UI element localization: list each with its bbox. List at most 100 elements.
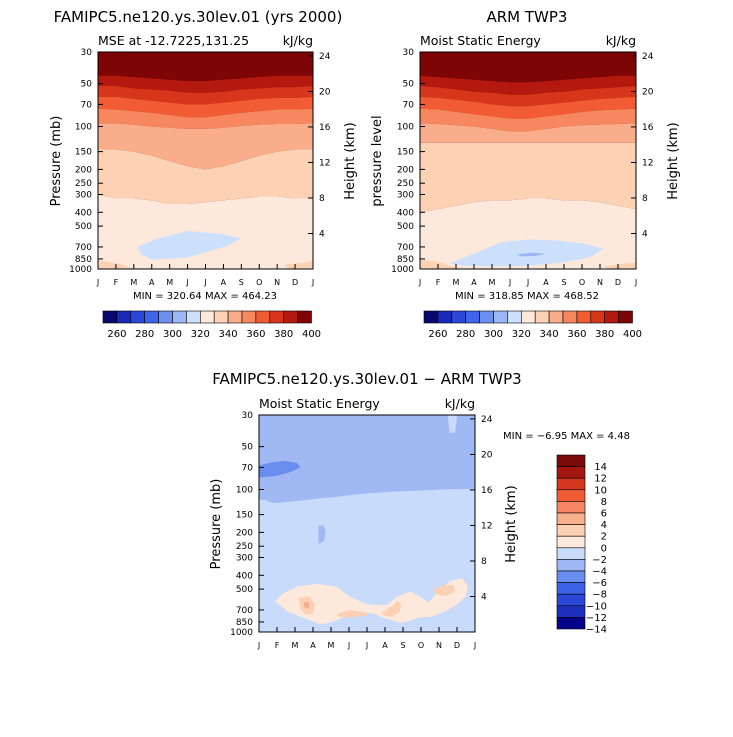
colorbar-box <box>556 617 586 630</box>
colorbar-box <box>520 310 536 324</box>
y2-tick-label: 12 <box>642 158 653 168</box>
colorbar-label: 360 <box>567 329 586 340</box>
panel-model-mse: FAMIPC5.ne120.ys.30lev.01 (yrs 2000) MSE… <box>49 8 358 340</box>
x-tick-label: O <box>418 641 424 650</box>
y-tick-label: 400 <box>397 208 414 218</box>
y2-tick-label: 24 <box>319 52 331 62</box>
y-tick-label: 700 <box>236 606 253 616</box>
y-tick-label: 70 <box>242 463 254 473</box>
y-tick-label: 300 <box>236 553 253 563</box>
colorbar-box <box>556 570 586 583</box>
y-tick-label: 500 <box>236 585 253 595</box>
contour-patch-level-7 <box>275 578 468 625</box>
contour-band-level-11 <box>420 96 636 119</box>
y-tick-label: 400 <box>75 208 92 218</box>
y2-tick-label: 20 <box>481 450 493 460</box>
y-tick-label: 70 <box>403 100 415 110</box>
panel-units: kJ/kg <box>283 33 313 48</box>
colorbar-box <box>618 310 633 324</box>
x-tick-label: J <box>347 641 350 650</box>
colorbar-box <box>556 593 586 607</box>
y-tick-label: 30 <box>81 48 93 58</box>
y-tick-label: 200 <box>397 165 414 175</box>
colorbar-label: 14 <box>594 462 607 473</box>
y2-axis-label: Height (km) <box>343 122 358 199</box>
y-tick-label: 1000 <box>230 628 253 638</box>
contour-band-level-9 <box>420 123 636 143</box>
colorbar-box <box>576 310 592 324</box>
colorbar-box <box>269 310 284 324</box>
min-max-stats: MIN = −6.95 MAX = 4.48 <box>503 431 630 442</box>
y2-tick-label: 24 <box>642 52 654 62</box>
colorbar-box <box>186 310 201 324</box>
contour-band-level-11 <box>98 96 313 118</box>
x-tick-label: M <box>130 278 137 287</box>
x-tick-label: M <box>328 641 335 650</box>
colorbar-box <box>562 310 578 324</box>
y-axis-label: Pressure (mb) <box>209 479 224 570</box>
y-tick-label: 850 <box>75 255 92 265</box>
y-tick-label: 500 <box>75 222 92 232</box>
x-tick-label: J <box>257 641 260 650</box>
y-tick-label: 70 <box>81 100 93 110</box>
x-tick-label: O <box>579 278 585 287</box>
y-tick-label: 50 <box>403 80 415 90</box>
x-tick-label: N <box>274 278 280 287</box>
y2-tick-label: 24 <box>481 415 493 425</box>
colorbar-label: 280 <box>135 329 154 340</box>
min-max-stats: MIN = 320.64 MAX = 464.23 <box>133 291 277 302</box>
y-tick-label: 50 <box>81 80 93 90</box>
y2-tick-label: 12 <box>481 521 492 531</box>
y-tick-label: 500 <box>397 222 414 232</box>
y-tick-label: 200 <box>75 165 92 175</box>
y-tick-label: 150 <box>397 148 414 158</box>
colorbar-label: 280 <box>456 329 475 340</box>
contour-patch-level-8 <box>433 585 456 597</box>
colorbar-label: −2 <box>592 555 607 566</box>
y-tick-label: 400 <box>236 571 253 581</box>
x-tick-label: J <box>508 278 511 287</box>
contour-patch-level-6 <box>448 415 457 433</box>
x-tick-label: M <box>453 278 460 287</box>
x-tick-label: S <box>400 641 405 650</box>
contour-patch-level-5 <box>517 252 546 257</box>
panel-title: FAMIPC5.ne120.ys.30lev.01 − ARM TWP3 <box>212 370 521 388</box>
colorbar-box <box>116 310 132 324</box>
y-tick-label: 150 <box>236 511 253 521</box>
x-tick-label: A <box>382 641 388 650</box>
colorbar-box <box>556 512 586 525</box>
colorbar-label: 260 <box>428 329 447 340</box>
contour-band-level-8 <box>98 149 313 204</box>
panel-units: kJ/kg <box>606 33 636 48</box>
x-tick-label: N <box>597 278 603 287</box>
colorbar-box <box>200 310 215 324</box>
contour-patch-level-8 <box>381 600 402 617</box>
y-tick-label: 1000 <box>69 265 92 275</box>
colorbar-label: 10 <box>594 485 607 496</box>
x-tick-label: A <box>149 278 155 287</box>
x-tick-label: A <box>471 278 477 287</box>
colorbar-box <box>255 310 271 324</box>
colorbar-label: 380 <box>274 329 293 340</box>
colorbar-label: 320 <box>191 329 210 340</box>
y2-tick-label: 20 <box>319 87 331 97</box>
y-tick-label: 850 <box>397 255 414 265</box>
colorbar: 260 280 300 320 340 360 380 400 <box>423 310 642 340</box>
colorbar-box <box>556 489 586 502</box>
colorbar-box <box>465 310 480 324</box>
colorbar-label: 360 <box>246 329 265 340</box>
x-tick-label: J <box>526 278 529 287</box>
x-tick-label: A <box>543 278 549 287</box>
x-tick-label: J <box>203 278 206 287</box>
contour-band-level-14 <box>98 66 313 82</box>
colorbar-label: 2 <box>601 532 607 543</box>
colorbar-box <box>556 535 586 549</box>
contour-patch-level-4 <box>259 460 301 478</box>
y-tick-label: 50 <box>242 443 254 453</box>
x-tick-label: J <box>634 278 637 287</box>
x-tick-label: J <box>418 278 421 287</box>
x-tick-label: S <box>561 278 566 287</box>
